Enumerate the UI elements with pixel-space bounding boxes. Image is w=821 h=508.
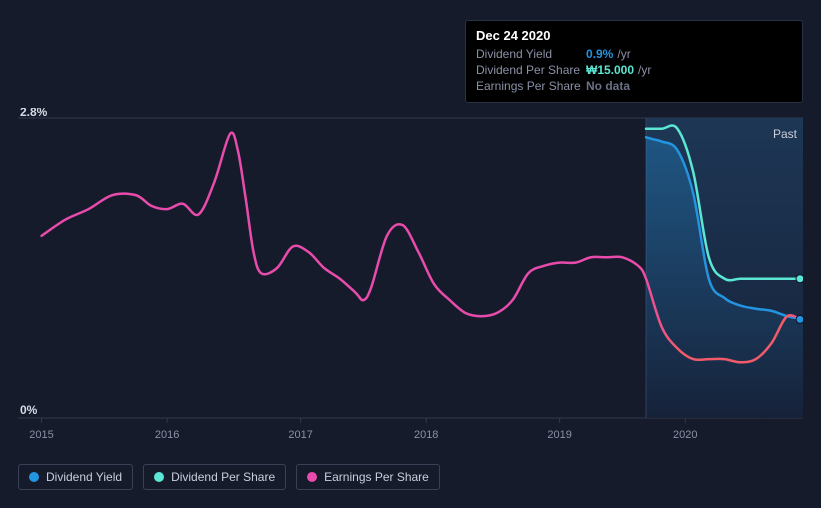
- tooltip-label: Dividend Yield: [476, 47, 586, 61]
- legend-item[interactable]: Dividend Per Share: [143, 464, 286, 490]
- legend-swatch: [307, 472, 317, 482]
- tooltip-rows: Dividend Yield0.9%/yrDividend Per Share₩…: [476, 47, 792, 93]
- tooltip-date: Dec 24 2020: [476, 28, 792, 43]
- svg-text:2020: 2020: [673, 429, 697, 441]
- svg-text:2016: 2016: [155, 429, 179, 441]
- svg-text:0%: 0%: [20, 403, 38, 417]
- chart-svg: Past 2.8% 0% 2015 2016 2017 2018 2019 2020: [18, 108, 803, 448]
- svg-text:2018: 2018: [414, 429, 438, 441]
- legend-swatch: [29, 472, 39, 482]
- svg-text:2019: 2019: [547, 429, 571, 441]
- legend-label: Dividend Yield: [46, 470, 122, 484]
- svg-text:Past: Past: [773, 127, 798, 141]
- legend-label: Dividend Per Share: [171, 470, 275, 484]
- svg-text:2015: 2015: [29, 429, 53, 441]
- tooltip-value: No data: [586, 79, 630, 93]
- tooltip-label: Earnings Per Share: [476, 79, 586, 93]
- chart-container: Past2.8%0%201520162017201820192020: [18, 108, 803, 428]
- tooltip-value: 0.9%: [586, 47, 613, 61]
- legend-label: Earnings Per Share: [324, 470, 429, 484]
- svg-text:2017: 2017: [288, 429, 312, 441]
- tooltip-suffix: /yr: [638, 63, 651, 77]
- legend-item[interactable]: Dividend Yield: [18, 464, 133, 490]
- data-tooltip: Dec 24 2020 Dividend Yield0.9%/yrDividen…: [465, 20, 803, 103]
- legend-swatch: [154, 472, 164, 482]
- tooltip-row: Dividend Yield0.9% /yr: [476, 47, 792, 61]
- tooltip-value: ₩15.000: [586, 63, 634, 77]
- svg-text:2.8%: 2.8%: [20, 108, 48, 119]
- legend: Dividend Yield Dividend Per Share Earnings…: [18, 464, 440, 490]
- tooltip-row: Earnings Per ShareNo data: [476, 79, 792, 93]
- legend-item[interactable]: Earnings Per Share: [296, 464, 440, 490]
- tooltip-label: Dividend Per Share: [476, 63, 586, 77]
- tooltip-suffix: /yr: [617, 47, 630, 61]
- tooltip-row: Dividend Per Share₩15.000/yr: [476, 63, 792, 77]
